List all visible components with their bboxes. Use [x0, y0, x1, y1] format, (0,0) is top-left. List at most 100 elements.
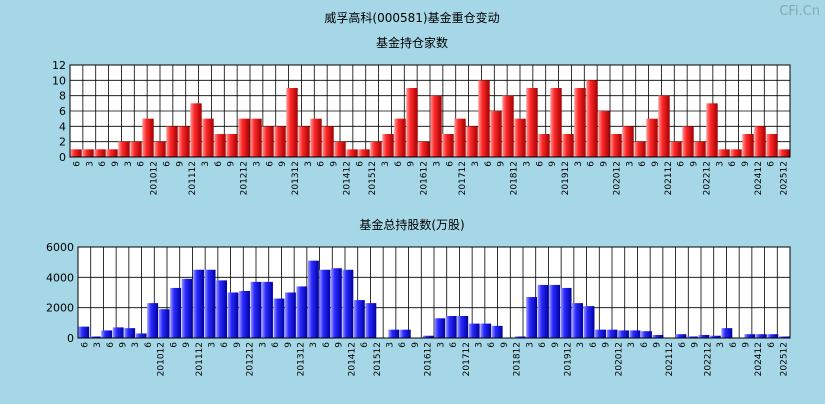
holdings-bar [118, 141, 130, 157]
shares-bar [778, 336, 790, 338]
shares-x-tick-label: 201912 [564, 342, 574, 376]
holdings-bar [346, 149, 358, 157]
shares-x-tick-label: 6 [487, 342, 497, 348]
shares-x-tick-label: 202112 [665, 342, 675, 376]
holdings-bar [670, 141, 682, 157]
shares-x-tick-label: 6 [322, 342, 332, 348]
shares-x-tick-label: 6 [398, 342, 408, 348]
shares-bar [135, 333, 147, 338]
holdings-x-tick-label: 201212 [240, 161, 250, 195]
shares-bar [342, 269, 354, 338]
shares-x-tick-label: 202212 [703, 342, 713, 376]
holdings-bar [178, 126, 190, 157]
holdings-bar [646, 118, 658, 157]
holdings-plot-frame [69, 64, 791, 158]
holdings-bar [622, 126, 634, 157]
holdings-x-tick-label: 6 [394, 161, 404, 167]
holdings-bar [694, 141, 706, 157]
shares-x-tick-label: 3 [386, 342, 396, 348]
shares-x-tick-label: 201312 [297, 342, 307, 376]
holdings-bar [310, 118, 322, 157]
holdings-bar [370, 141, 382, 157]
shares-x-tick-label: 3 [627, 342, 637, 348]
holdings-x-tick-label: 202512 [780, 161, 790, 195]
shares-bar [388, 329, 400, 338]
shares-x-tick-label: 6 [144, 342, 154, 348]
holdings-x-tick-label: 3 [432, 161, 442, 167]
holdings-bar [478, 80, 490, 157]
holdings-y-tick-label: 0 [59, 151, 66, 164]
shares-bar [641, 331, 652, 338]
shares-plot-frame [77, 246, 791, 339]
holdings-x-tick-label: 201612 [420, 161, 430, 195]
shares-bar [480, 323, 492, 338]
holdings-x-tick-label: 6 [162, 161, 172, 167]
shares-bar [307, 260, 319, 338]
shares-bar [629, 330, 641, 338]
holdings-bar [322, 126, 334, 157]
holdings-bar [262, 126, 274, 157]
holdings-x-tick-label: 6 [484, 161, 494, 167]
holdings-bar [142, 118, 154, 157]
holdings-x-tick-label: 202012 [612, 161, 622, 195]
shares-bar [170, 287, 182, 338]
holdings-x-tick-label: 201412 [342, 161, 352, 195]
shares-bar [227, 292, 239, 338]
holdings-x-tick-label: 9 [330, 161, 340, 167]
shares-y-tick-label: 4000 [46, 271, 74, 284]
shares-x-tick-label: 3 [131, 342, 141, 348]
shares-x-tick-label: 9 [551, 342, 561, 348]
shares-bar [618, 330, 629, 338]
shares-x-tick-label: 6 [169, 342, 179, 348]
holdings-x-tick-label: 3 [625, 161, 635, 167]
holdings-x-tick-label: 6 [445, 161, 455, 167]
holdings-bar [682, 126, 694, 157]
holdings-x-tick-label: 6 [535, 161, 545, 167]
holdings-bar [250, 118, 262, 157]
holdings-bar [466, 126, 478, 157]
holdings-bar [490, 111, 502, 157]
shares-x-tick-label: 201812 [513, 342, 523, 376]
shares-x-tick-label: 6 [106, 342, 116, 348]
holdings-x-tick-label: 202412 [754, 161, 764, 195]
holdings-bar [286, 88, 298, 157]
shares-x-tick-label: 3 [576, 342, 586, 348]
shares-x-tick-label: 6 [729, 342, 739, 348]
shares-bar [239, 290, 250, 338]
holdings-x-tick-label: 9 [407, 161, 417, 167]
shares-bar [514, 336, 526, 338]
shares-x-tick-label: 9 [411, 342, 421, 348]
shares-x-tick-label: 9 [742, 342, 752, 348]
holdings-bar [82, 149, 94, 157]
chart-title-total-shares: 基金总持股数(万股) [359, 217, 464, 232]
holdings-x-tick-label: 6 [677, 161, 687, 167]
shares-x-tick-label: 201012 [157, 342, 167, 376]
shares-bar [686, 336, 698, 338]
shares-x-tick-label: 9 [119, 342, 129, 348]
holdings-x-tick-label: 6 [587, 161, 597, 167]
holdings-bar [406, 88, 418, 157]
shares-bar [365, 303, 377, 338]
shares-y-tick-label: 6000 [46, 241, 74, 254]
shares-bar [181, 278, 193, 338]
holdings-x-tick-label: 3 [522, 161, 532, 167]
holdings-bar [610, 134, 622, 157]
holdings-x-tick-label: 6 [72, 161, 82, 167]
shares-bar [204, 269, 216, 338]
watermark-logo: CFi.Cn [779, 4, 820, 19]
shares-bar [491, 325, 503, 338]
shares-bar [158, 309, 170, 338]
shares-bar [89, 336, 101, 338]
holdings-x-tick-label: 6 [214, 161, 224, 167]
shares-x-tick-label: 9 [602, 342, 612, 348]
holdings-bar [742, 134, 754, 157]
shares-x-tick-label: 201612 [424, 342, 434, 376]
shares-x-tick-label: 6 [589, 342, 599, 348]
holdings-x-tick-label: 3 [381, 161, 391, 167]
shares-x-tick-label: 201212 [246, 342, 256, 376]
holdings-y-tick-label: 12 [52, 59, 66, 72]
shares-bar [457, 316, 469, 338]
shares-bar [572, 303, 583, 338]
